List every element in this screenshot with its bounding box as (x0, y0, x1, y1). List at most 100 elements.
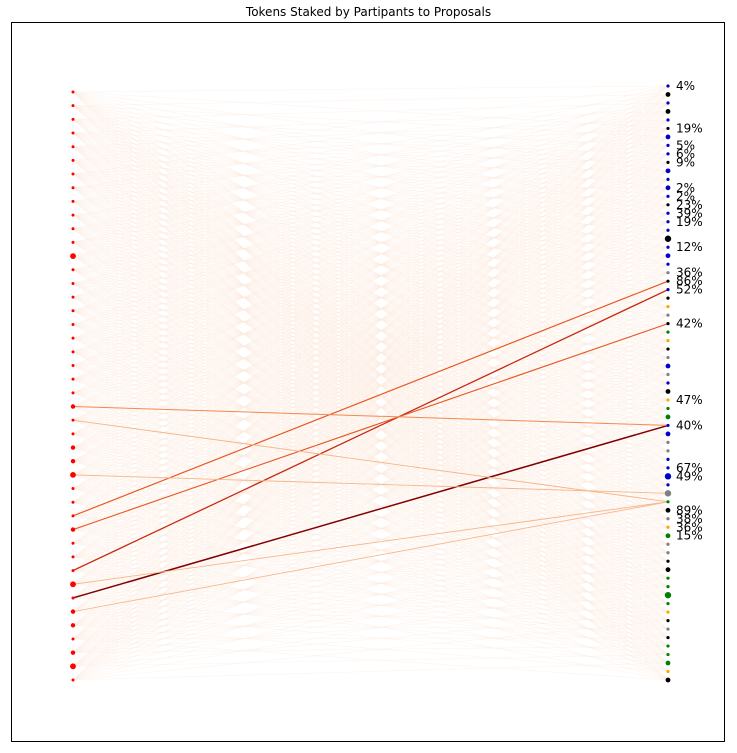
edge-line (72, 529, 669, 570)
edge-line (72, 340, 669, 571)
edge-line (72, 391, 669, 653)
edge-line (72, 280, 669, 544)
edge-line (72, 408, 669, 612)
edge-line (72, 196, 669, 544)
edge-line (72, 357, 669, 462)
participant-node (71, 514, 75, 518)
edge-line (72, 340, 669, 640)
edge-line (72, 297, 669, 503)
edge-line (72, 460, 669, 655)
edge-line (72, 102, 669, 120)
edge-line (72, 460, 669, 570)
participant-node (70, 459, 76, 464)
proposal-node (664, 490, 672, 497)
proposal-node (666, 322, 670, 326)
edge-line (72, 263, 669, 448)
edge-line (72, 625, 669, 630)
edge-line (72, 459, 669, 626)
edge-line (72, 246, 669, 626)
edge-line (72, 102, 669, 599)
edge-line (72, 196, 669, 407)
edge-line (72, 246, 669, 353)
edge-line (72, 340, 669, 435)
edge-line (72, 289, 669, 353)
edge-line (72, 374, 669, 489)
edge-line (72, 128, 669, 298)
edge-line (72, 289, 669, 558)
edge-line (72, 196, 669, 339)
edge-line (72, 85, 669, 640)
edge-line (72, 229, 669, 257)
edge-line (72, 583, 669, 647)
participant-node (71, 172, 75, 176)
edge-line (72, 543, 669, 558)
edge-line (72, 416, 669, 421)
percent-label: 40% (676, 418, 703, 432)
edge-line (72, 484, 669, 530)
edge-line (72, 128, 669, 435)
participant-node (70, 609, 76, 614)
edge-line (72, 221, 669, 243)
edge-line (72, 392, 669, 486)
edge-line (72, 94, 669, 448)
edge-line (72, 416, 669, 626)
edge-line (72, 577, 669, 681)
edge-line (72, 85, 669, 435)
edge-line (72, 583, 669, 604)
percent-label: 36% (676, 266, 703, 280)
edge-line (72, 128, 669, 366)
edge-line (72, 419, 669, 630)
edge-line (72, 611, 669, 621)
strong-edge-line (72, 406, 669, 426)
edge-line (72, 392, 669, 655)
proposal-node (665, 567, 671, 573)
edge-line (72, 145, 669, 667)
edge-line (72, 229, 669, 530)
proposal-node (665, 109, 671, 114)
edge-line (72, 146, 669, 163)
edge-line (72, 556, 669, 672)
edge-line (72, 406, 669, 537)
edge-line (72, 501, 669, 511)
edge-line (72, 433, 669, 596)
edge-line (72, 378, 669, 435)
edge-line (72, 570, 669, 596)
participant-node (71, 350, 75, 354)
edge-line (72, 102, 669, 189)
edge-line (72, 255, 669, 503)
percent-label: 67% (676, 461, 703, 475)
edge-line (72, 162, 669, 284)
edge-line (72, 238, 669, 339)
edge-line (72, 153, 669, 681)
participant-node (70, 663, 76, 670)
edge-line (72, 85, 669, 161)
edge-line (72, 416, 669, 558)
edge-line (72, 586, 669, 626)
edge-line (72, 283, 669, 333)
proposal-node (666, 372, 670, 377)
proposal-node (665, 533, 671, 539)
edge-line (72, 392, 669, 528)
edge-line (72, 111, 669, 544)
edge-line (72, 280, 669, 476)
edge-line (72, 433, 669, 469)
edge-line (72, 611, 669, 667)
edge-line (72, 348, 669, 380)
edge-line (72, 408, 669, 544)
edge-line (72, 577, 669, 612)
edge-line (72, 136, 669, 312)
edge-line (72, 204, 669, 284)
participant-node (70, 404, 76, 409)
edge-line (72, 102, 669, 257)
edge-line (72, 323, 669, 476)
edge-line (72, 474, 669, 621)
percent-label: 19% (676, 121, 703, 135)
edge-line (72, 450, 669, 544)
edge-line (72, 153, 669, 476)
edge-line (72, 179, 669, 243)
edge-line (72, 442, 669, 462)
edge-line (72, 179, 669, 380)
edge-line (72, 552, 669, 571)
edge-line (72, 348, 669, 585)
